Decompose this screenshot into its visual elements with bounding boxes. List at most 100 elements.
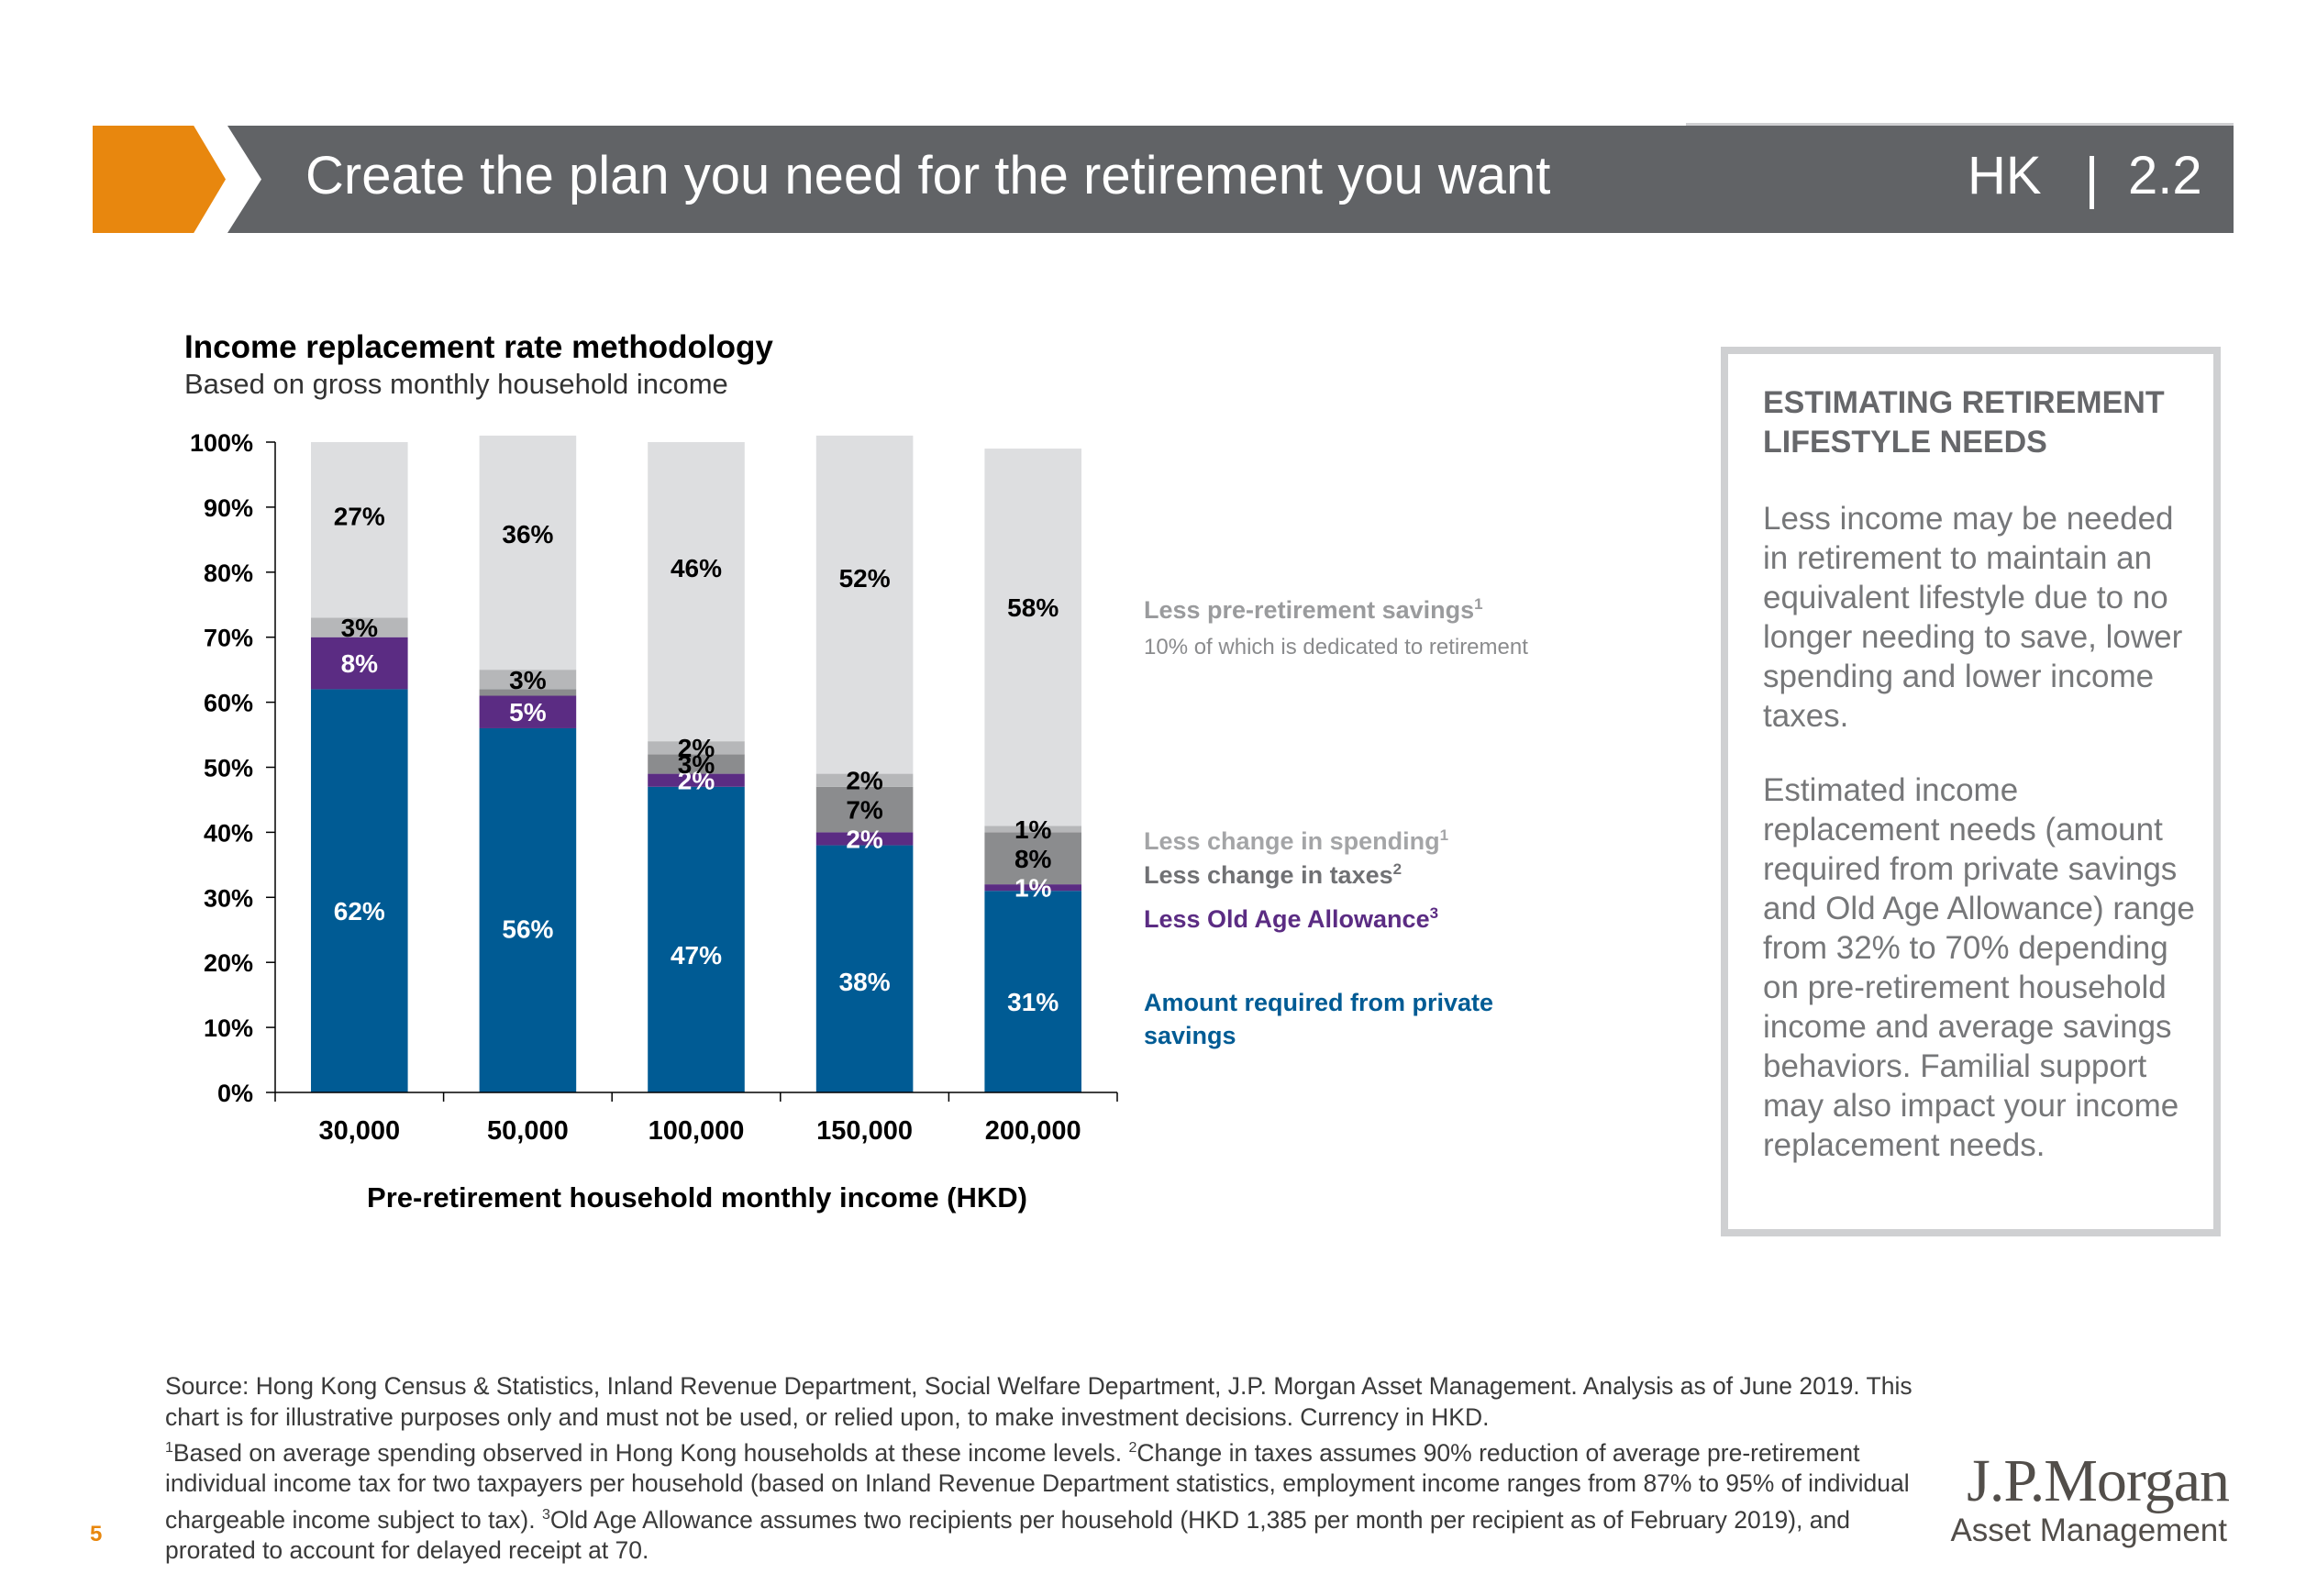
data-label: 1% — [1014, 815, 1052, 844]
page-number: 5 — [90, 1522, 103, 1546]
region-code: HK — [1968, 146, 2042, 205]
bar-segment — [984, 832, 1081, 885]
info-box — [1721, 347, 2221, 1236]
x-axis-title: Pre-retirement household monthly income … — [367, 1181, 1027, 1214]
info-box-paragraph-1: Less income may be needed in retirement … — [1763, 501, 2183, 734]
legend-private-savings: Amount required from private savings — [1144, 989, 1494, 1049]
bar-segment — [815, 435, 914, 774]
data-label: 2% — [846, 825, 883, 853]
info-box-heading: ESTIMATING RETIREMENT LIFESTYLE NEEDS — [1763, 385, 2165, 460]
x-axis: 30,000 50,000 100,000 150,000 200,000 — [274, 1092, 1118, 1146]
footnote-3: Old Age Allowance assumes two recipients… — [165, 1505, 1850, 1565]
bar-segment — [479, 670, 577, 690]
header-separator — [2090, 156, 2094, 209]
legend-spending-footnote: 1 — [1439, 826, 1449, 844]
bar-segment — [984, 891, 1081, 1092]
chart-title: Income replacement rate methodology — [184, 329, 773, 365]
data-label: 58% — [1007, 593, 1059, 622]
data-label: 3% — [509, 666, 547, 694]
data-label: 2% — [846, 767, 883, 795]
data-label: 62% — [334, 897, 385, 925]
bar-segment — [311, 442, 408, 618]
y-tick-label: 80% — [204, 560, 253, 587]
bar-segment — [984, 449, 1081, 826]
y-tick-label: 100% — [190, 429, 253, 457]
bar-segment — [648, 442, 745, 742]
x-tick-label: 150,000 — [816, 1116, 913, 1146]
logo-wordmark: J.P.Morgan — [1967, 1447, 2230, 1514]
header-top-rule — [1686, 123, 2234, 126]
footnotes: Source: Hong Kong Census & Statistics, I… — [165, 1371, 1917, 1567]
legend-change-in-spending: Less change in spending1 — [1144, 826, 1448, 856]
stacked-bar-chart: 0% 10% 20% 30% 40% 50% 60% 70% 80% 90% 100% 62% 8% 3… — [190, 429, 1118, 1214]
section-number: 2.2 — [2128, 146, 2202, 205]
y-tick-label: 20% — [204, 949, 253, 977]
data-label: 36% — [502, 520, 553, 549]
legend-savings-note: 10% of which is dedicated to retirement — [1144, 635, 1528, 659]
data-label: 47% — [671, 941, 722, 970]
data-label: 38% — [839, 968, 891, 996]
y-tick-label: 50% — [204, 755, 253, 782]
y-tick-label: 70% — [204, 625, 253, 652]
data-labels: 62%8%3%27%56%5%3%36%47%2%3%2%46%38%2%7%2… — [334, 502, 1059, 1016]
x-tick-label: 30,000 — [318, 1116, 400, 1146]
data-label: 2% — [678, 734, 715, 762]
legend-oaa-footnote: 3 — [1429, 904, 1439, 922]
data-label: 8% — [341, 649, 379, 678]
x-tick-label: 100,000 — [649, 1116, 745, 1146]
bar-segment — [648, 773, 745, 787]
source-note: Source: Hong Kong Census & Statistics, I… — [165, 1372, 1912, 1431]
legend-taxes-footnote: 2 — [1392, 860, 1402, 878]
bar-segment — [479, 435, 577, 671]
data-label: 5% — [509, 698, 547, 726]
data-label: 3% — [678, 750, 715, 779]
y-tick-label: 0% — [217, 1080, 253, 1107]
x-tick-label: 200,000 — [985, 1116, 1081, 1146]
data-label: 8% — [1014, 845, 1052, 873]
data-label: 1% — [1014, 874, 1052, 903]
header-accent-chevron — [93, 126, 226, 233]
jp-morgan-logo: J.P.Morgan Asset Management — [1950, 1446, 2230, 1552]
legend-savings-label: Less pre-retirement savings — [1144, 596, 1475, 624]
data-label: 31% — [1007, 988, 1059, 1016]
legend-spending-label: Less change in spending — [1144, 827, 1440, 855]
data-label: 2% — [678, 767, 715, 795]
footnote-3-marker: 3 — [541, 1506, 550, 1523]
bar-segment — [311, 637, 408, 690]
y-tick-label: 90% — [204, 494, 253, 522]
data-label: 27% — [334, 502, 385, 530]
bar-segment — [984, 884, 1081, 892]
page-title: Create the plan you need for the retirem… — [305, 146, 1551, 205]
legend-oaa-label: Less Old Age Allowance — [1144, 905, 1430, 933]
bar-segment — [815, 845, 914, 1092]
y-axis: 0% 10% 20% 30% 40% 50% 60% 70% 80% 90% 100% — [190, 429, 276, 1107]
bar-segment — [479, 727, 577, 1092]
footnote-1: Based on average spending observed in Ho… — [172, 1438, 1123, 1467]
legend-pre-retirement-savings: Less pre-retirement savings1 — [1144, 595, 1483, 625]
logo-subtitle: Asset Management — [1950, 1513, 2227, 1548]
data-label: 56% — [502, 914, 553, 943]
legend-old-age-allowance: Less Old Age Allowance3 — [1144, 904, 1438, 934]
y-tick-label: 60% — [204, 690, 253, 717]
x-tick-label: 50,000 — [487, 1116, 569, 1146]
footnote-2: Change in taxes assumes 90% reduction of… — [165, 1438, 1910, 1534]
bar-segment — [479, 689, 577, 696]
bar-segment — [815, 773, 914, 787]
legend-savings-footnote: 1 — [1474, 595, 1483, 613]
data-label: 3% — [341, 614, 379, 642]
bars — [311, 435, 1081, 1092]
bar-segment — [984, 826, 1081, 833]
bar-segment — [311, 689, 408, 1092]
data-label: 7% — [846, 796, 883, 825]
footnote-2-marker: 2 — [1128, 1440, 1137, 1456]
bar-segment — [648, 754, 745, 774]
bar-segment — [479, 695, 577, 728]
bar-segment — [648, 786, 745, 1092]
data-label: 52% — [839, 564, 891, 593]
legend-taxes-label: Less change in taxes — [1144, 861, 1393, 889]
info-box-paragraph-2: Estimated income replacement needs (amou… — [1763, 772, 2195, 1163]
data-label: 46% — [671, 554, 722, 582]
bar-segment — [648, 741, 745, 755]
footnote-1-marker: 1 — [165, 1440, 173, 1456]
header-band — [227, 126, 2234, 233]
